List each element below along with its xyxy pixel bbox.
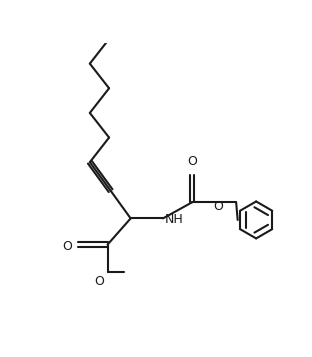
Text: O: O xyxy=(187,155,197,167)
Text: O: O xyxy=(95,275,105,288)
Text: NH: NH xyxy=(164,213,183,226)
Text: O: O xyxy=(213,200,223,213)
Text: O: O xyxy=(62,240,72,253)
